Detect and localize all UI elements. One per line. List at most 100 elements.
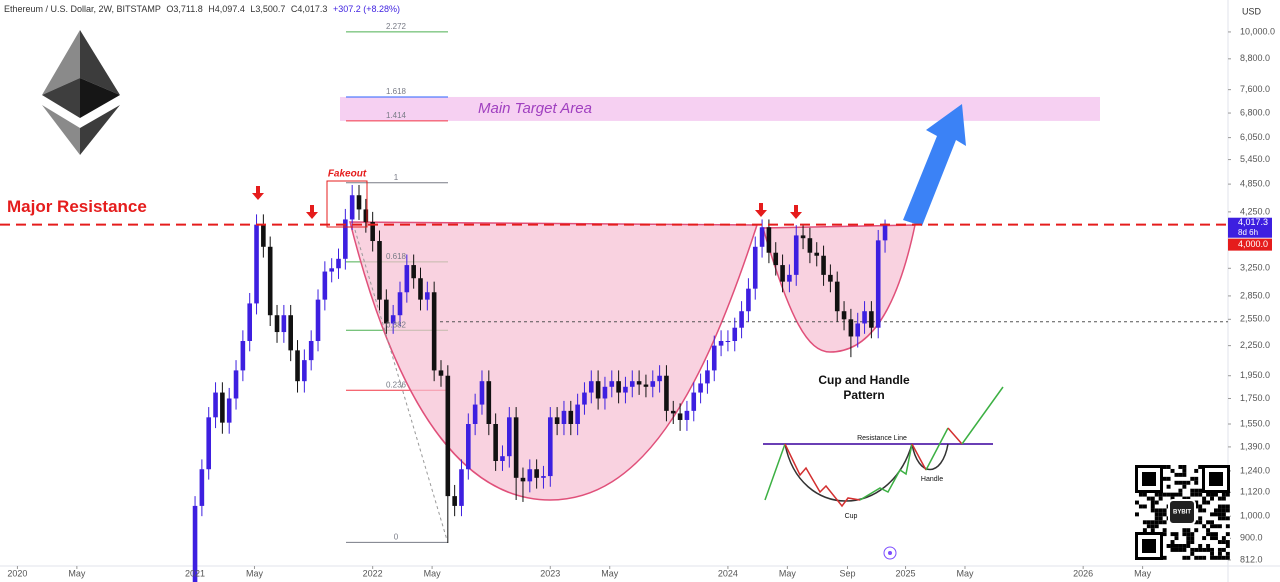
qr-finder [1202, 465, 1230, 493]
target-area [340, 96, 1100, 121]
qr-cell [1210, 555, 1214, 560]
y-tick-label: 3,250.0 [1240, 263, 1270, 273]
pattern-title: Pattern [843, 388, 884, 402]
qr-cell [1194, 528, 1199, 533]
qr-cell [1182, 544, 1187, 548]
qr-cell [1214, 532, 1218, 537]
candle-body [595, 381, 601, 399]
qr-cell [1170, 544, 1175, 548]
qr-cell [1198, 508, 1203, 513]
x-tick-label: May [424, 568, 442, 578]
candle-body [670, 410, 676, 414]
countdown-label: 8d 6h [1238, 228, 1258, 237]
qr-cell [1158, 516, 1163, 521]
last-price-box [1228, 217, 1272, 238]
qr-cell [1217, 547, 1222, 552]
candle-body [725, 341, 731, 343]
candle-body [459, 469, 464, 506]
qr-cell [1186, 532, 1191, 537]
candle-body [759, 227, 765, 247]
candle-body [534, 469, 539, 478]
currency-label: USD [1242, 6, 1262, 16]
resistance-price-box [1228, 238, 1272, 251]
qr-cell [1225, 540, 1230, 544]
candle-body [479, 381, 485, 405]
qr-cell [1225, 544, 1230, 548]
y-tick-label: 812.0 [1240, 554, 1263, 564]
pattern-title: Cup and Handle [818, 373, 910, 387]
candle-body [513, 417, 519, 478]
qr-cell [1170, 468, 1175, 473]
qr-cell [1190, 532, 1195, 537]
qr-cell [1186, 555, 1191, 560]
qr-cell [1206, 500, 1211, 505]
candle-body [425, 292, 430, 300]
qr-cell [1174, 544, 1179, 548]
qr-cell [1194, 504, 1199, 509]
qr-code: BYBIT [1135, 465, 1230, 560]
qr-cell [1210, 524, 1214, 529]
diagram-handle: Handle [921, 476, 943, 483]
qr-cell [1186, 528, 1191, 533]
candle-body [602, 386, 608, 399]
open: O3,711.8 [166, 4, 203, 14]
qr-cell [1174, 492, 1179, 497]
y-tick-label: 900.0 [1240, 533, 1263, 543]
y-tick-label: 8,800.0 [1240, 53, 1270, 63]
qr-cell [1178, 480, 1183, 485]
candle-body [418, 278, 423, 300]
qr-cell [1206, 532, 1211, 537]
fib-label: 2.272 [386, 22, 407, 31]
candle-body [746, 288, 751, 312]
qr-cell [1186, 496, 1191, 501]
qr-cell [1162, 555, 1167, 560]
qr-cell [1217, 551, 1222, 556]
candle-body [821, 255, 826, 275]
candle-body [554, 417, 560, 424]
fib-label: 1.618 [386, 87, 407, 96]
qr-cell [1166, 544, 1171, 548]
resistance-arrows [252, 186, 802, 219]
candle-body [561, 410, 567, 424]
qr-cell [1198, 492, 1203, 497]
candle-body [267, 246, 273, 316]
pattern-diagram [763, 386, 1004, 508]
qr-cell [1162, 532, 1167, 537]
qr-cell [1198, 465, 1203, 469]
y-tick-label: 6,800.0 [1240, 107, 1270, 117]
candle-body [247, 303, 252, 342]
front-layer: USD 10,000.0 8,800.0 7,600.0 6,800.0 6,050.0 5… [0, 6, 1275, 578]
candle-body [226, 398, 232, 423]
x-tick-label: May [68, 568, 86, 578]
candle-body [629, 381, 635, 387]
fib-label: 1 [394, 173, 399, 182]
y-tick-label: 2,250.0 [1240, 340, 1270, 350]
y-tick-label: 1,120.0 [1240, 487, 1270, 497]
y-tick-label: 5,450.0 [1240, 154, 1270, 164]
candle-body [807, 238, 813, 253]
cup-shape [349, 221, 759, 501]
candle-body [691, 392, 697, 411]
qr-cell [1202, 547, 1207, 552]
qr-cell [1182, 480, 1187, 485]
qr-cell [1194, 488, 1199, 493]
qr-cell [1198, 516, 1203, 521]
qr-cell [1221, 540, 1226, 544]
candle-body [739, 311, 744, 328]
qr-cell [1190, 547, 1195, 552]
y-tick-label: 1,390.0 [1240, 441, 1270, 451]
qr-cell [1174, 472, 1179, 477]
low: L3,500.7 [250, 4, 286, 14]
candle-body [588, 381, 594, 393]
candle-body [636, 381, 642, 385]
candle-body [834, 281, 840, 312]
qr-cell [1225, 551, 1230, 556]
qr-cell [1202, 508, 1207, 513]
qr-cell [1225, 516, 1230, 521]
candle-body [411, 265, 416, 279]
candle-body [616, 381, 621, 393]
candle-body [869, 311, 874, 328]
diagram-resistance: Resistance Line [857, 435, 907, 442]
qr-cell [1214, 536, 1218, 541]
